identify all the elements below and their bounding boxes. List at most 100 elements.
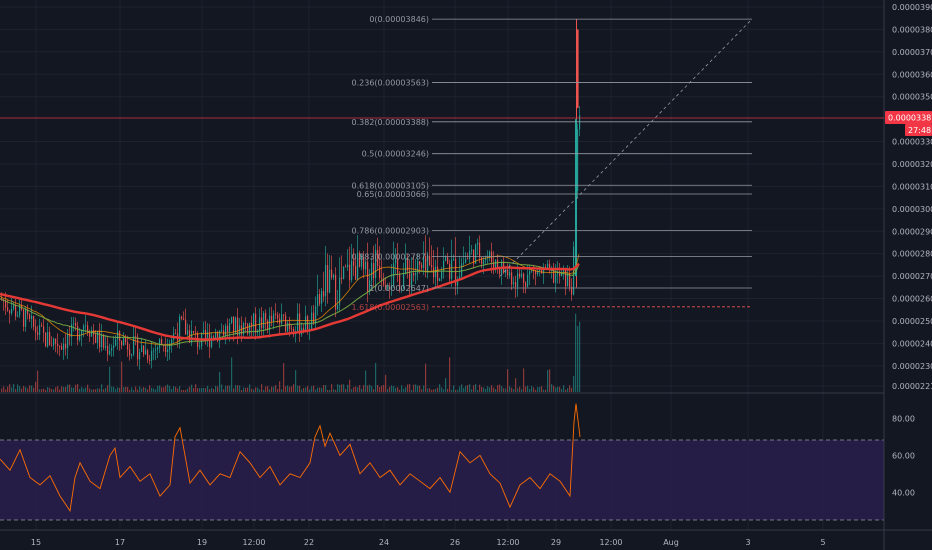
volume-bar — [559, 386, 561, 392]
candle-body — [477, 242, 479, 245]
volume-bar — [295, 370, 297, 392]
candle-body — [573, 246, 575, 295]
time-axis-label: 24 — [379, 538, 389, 547]
candle-body — [65, 343, 67, 349]
volume-bar — [405, 387, 407, 392]
candle-body — [167, 349, 169, 352]
volume-bar — [109, 366, 111, 392]
candle-body — [17, 315, 19, 317]
volume-bar — [441, 387, 443, 392]
candle-body — [307, 316, 309, 330]
volume-bar — [477, 389, 479, 392]
candle-body — [117, 331, 119, 340]
candle-body — [163, 345, 165, 347]
candle-body — [103, 334, 105, 348]
volume-bar — [127, 387, 129, 392]
fib-level-label: 1.618(0.00002563) — [352, 303, 430, 312]
fib-level-label: 0(0.00003846) — [369, 15, 429, 24]
candle-body — [513, 282, 515, 285]
volume-bar — [465, 385, 467, 392]
volume-bar — [51, 389, 53, 392]
volume-bar — [431, 389, 433, 392]
time-axis-label: 12:00 — [496, 538, 519, 547]
volume-bar — [21, 388, 23, 392]
price-axis-label: 0.00003700 — [892, 48, 932, 57]
candle-body — [161, 339, 163, 346]
volume-bar — [193, 388, 195, 392]
candle-body — [211, 336, 213, 347]
candle-body — [15, 305, 17, 317]
candle-body — [169, 343, 171, 350]
candle-body — [119, 331, 121, 341]
volume-bar — [219, 371, 221, 392]
candle-body — [277, 314, 279, 319]
volume-bar — [495, 389, 497, 392]
fibonacci-retracement[interactable]: 0(0.00003846) 0.236(0.00003563) 0.382(0.00… — [352, 15, 753, 312]
volume-bar — [169, 385, 171, 392]
volume-bar — [197, 388, 199, 392]
price-axis[interactable]: 0.00003900 0.00003800 0.00003700 0.00003600… — [892, 3, 932, 391]
candle-body — [213, 336, 215, 340]
volume-bar — [309, 389, 311, 392]
time-axis-label: 29 — [551, 538, 561, 547]
volume-bar — [73, 387, 75, 392]
volume-bar — [33, 387, 35, 392]
volume-bar — [261, 384, 263, 392]
time-axis[interactable]: 15 17 19 12:00 22 24 26 12:00 29 12:00 Aug 3 5 — [31, 538, 826, 547]
price-axis-label: 0.00002700 — [892, 272, 932, 281]
volume-bar — [19, 386, 21, 392]
volume-bar — [445, 378, 447, 392]
spike-candle-body — [577, 29, 579, 108]
volume-bar — [541, 386, 543, 392]
volume-bar — [115, 389, 117, 392]
price-axis-label: 0.00003000 — [892, 205, 932, 214]
candle-body — [99, 331, 101, 348]
candle-body — [283, 314, 285, 316]
volume-bar — [125, 386, 127, 392]
candle-body — [105, 345, 107, 348]
candle-body — [317, 294, 319, 307]
volume-bar — [153, 388, 155, 392]
candle-body — [541, 269, 543, 274]
rsi-axis-label: 60.00 — [892, 451, 915, 460]
candle-body — [47, 332, 49, 347]
candle-body — [165, 346, 167, 352]
volume-bar — [297, 385, 299, 392]
fib-level-label: 0.236(0.00003563) — [352, 79, 430, 88]
volume-bar — [493, 387, 495, 392]
candle-body — [33, 315, 35, 327]
volume-bar — [339, 384, 341, 392]
ma-mid — [0, 261, 580, 346]
volume-bar — [31, 385, 33, 392]
rsi-axis[interactable]: 80.00 60.00 40.00 — [892, 414, 915, 497]
candle-body — [511, 272, 513, 285]
volume-bar — [257, 387, 259, 392]
volume-bar — [353, 387, 355, 392]
candle-body — [327, 264, 329, 293]
candle-body — [413, 273, 415, 276]
volume-bar — [63, 386, 65, 392]
volume-bar — [317, 387, 319, 392]
volume-bar — [327, 389, 329, 392]
volume-bar — [89, 388, 91, 392]
candle-body — [139, 351, 141, 360]
volume-bar — [511, 387, 513, 392]
candle-body — [569, 273, 571, 287]
candle-body — [83, 325, 85, 330]
volume-bar — [263, 389, 265, 392]
candle-body — [525, 282, 527, 287]
candle-body — [25, 309, 27, 327]
candle-body — [363, 257, 365, 270]
volume-bar — [351, 389, 353, 392]
volume-bar — [553, 385, 555, 392]
volume-bar — [157, 385, 159, 392]
candle-body — [381, 278, 383, 280]
volume-bar — [111, 386, 113, 392]
candle-body — [441, 271, 443, 279]
candle-body — [567, 273, 569, 287]
volume-bar — [83, 388, 85, 392]
candle-body — [125, 338, 127, 343]
time-axis-label: 19 — [197, 538, 207, 547]
candle-body — [181, 316, 183, 319]
